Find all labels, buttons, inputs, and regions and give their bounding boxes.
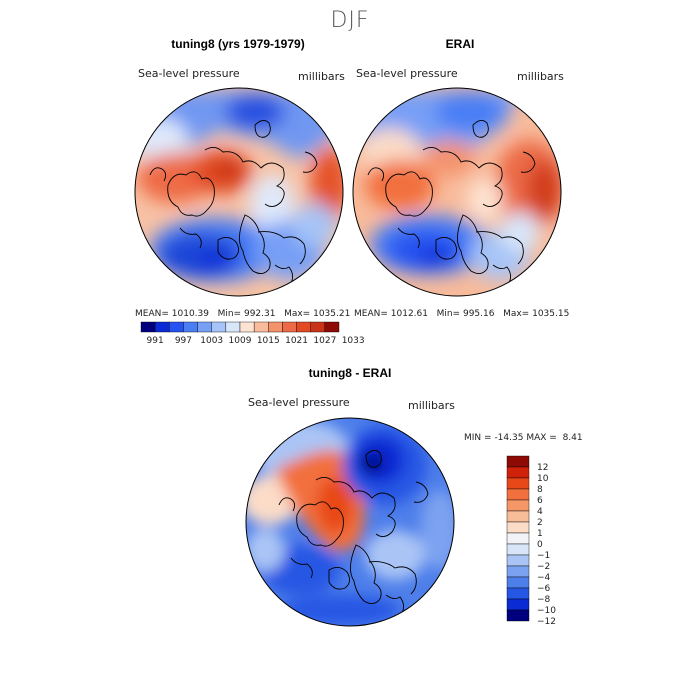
variable-label-erai: Sea-level pressure [356,67,458,80]
colorbar-tick-label: 2 [537,518,543,528]
colorbar-tick-label: 1033 [342,336,365,346]
units-label-model: millibars [298,70,345,83]
colorbar-swatch [506,510,530,523]
colorbar-tick-label: 991 [147,336,164,346]
figure-title: DJF [330,8,370,33]
colorbar-tick-label: −1 [537,551,550,561]
colorbar-tick-label: 8 [537,485,543,495]
panel-title-diff: tuning8 - ERAI [308,366,392,380]
colorbar-swatch [506,455,530,468]
variable-label-model: Sea-level pressure [138,67,240,80]
colorbar-swatch [211,321,227,333]
colorbar-swatch [197,321,212,333]
colorbar-swatch [506,565,530,578]
min-label: MIN = [464,433,492,443]
min-value: 992.31 [243,309,276,319]
colorbar-swatch [239,321,255,333]
colorbar-swatch [296,321,311,333]
max-label: Max= [503,309,530,319]
max-value: 1035.15 [532,309,570,319]
mean-value: 1010.39 [171,309,209,319]
map-erai [352,87,562,297]
colorbar-swatch [169,321,184,333]
colorbar-swatch [506,543,530,556]
panel-title-model: tuning8 (yrs 1979-1979) [171,37,305,51]
max-value: 8.41 [562,433,583,443]
min-value: 995.16 [462,309,495,319]
min-label: Min= [217,309,242,319]
colorbar-tick-label: 6 [537,496,543,506]
colorbar-swatch [225,321,241,333]
colorbar-swatch [310,321,326,333]
colorbar-swatch [324,321,340,333]
colorbar-tick-label: 1 [537,529,543,539]
max-label: MAX = [526,433,557,443]
colorbar-swatch [506,587,530,600]
units-label-erai: millibars [517,70,564,83]
colorbar-tick-label: 1027 [313,336,336,346]
diff-colorbar [506,455,530,622]
colorbar-tick-label: 4 [537,507,543,517]
stats-diff: MIN = -14.35 MAX = 8.41 [464,433,583,443]
colorbar-tick-label: −12 [537,617,556,627]
colorbar-swatch [506,576,530,589]
colorbar-swatch [506,499,530,512]
colorbar-tick-label: 1003 [200,336,223,346]
colorbar-tick-label: 1021 [285,336,308,346]
colorbar-swatch [506,488,530,501]
colorbar-swatch [506,609,530,622]
mean-label: MEAN= [135,309,169,319]
colorbar-swatch [253,321,269,333]
colorbar-swatch [506,598,530,611]
max-value: 1035.21 [313,309,351,319]
colorbar-tick-label: −8 [537,595,551,605]
units-label-diff: millibars [408,399,455,412]
colorbar-tick-label: 1009 [229,336,252,346]
stats-model: MEAN= 1010.39 Min= 992.31 Max= 1035.21 [135,309,350,319]
variable-label-diff: Sea-level pressure [248,396,350,409]
shared-colorbar-tick-labels: 991 997 1003 1009 1015 1021 1027 1033 [147,336,365,346]
colorbar-swatch [506,554,530,567]
colorbar-tick-label: −4 [537,573,551,583]
min-value: -14.35 [494,433,524,443]
min-label: Min= [436,309,461,319]
panel-title-erai: ERAI [445,37,475,51]
colorbar-swatch [282,321,297,333]
colorbar-swatch [268,321,283,333]
map-model [134,87,344,297]
stats-erai: MEAN= 1012.61 Min= 995.16 Max= 1035.15 [354,309,569,319]
colorbar-swatch [506,521,530,534]
colorbar-tick-label: 0 [537,540,543,550]
colorbar-swatch [183,321,198,333]
colorbar-tick-label: 12 [537,463,548,473]
colorbar-tick-label: 1015 [257,336,280,346]
colorbar-swatch [140,321,156,333]
max-label: Max= [284,309,311,319]
colorbar-tick-label: −10 [537,606,556,616]
colorbar-tick-label: 10 [537,474,549,484]
map-diff [245,417,455,627]
mean-label: MEAN= [354,309,388,319]
colorbar-swatch [506,532,530,545]
colorbar-swatch [506,466,530,479]
colorbar-swatch [506,477,530,490]
shared-colorbar [140,321,340,333]
colorbar-swatch [154,321,170,333]
colorbar-tick-label: −6 [537,584,551,594]
mean-value: 1012.61 [390,309,428,319]
colorbar-tick-label: −2 [537,562,550,572]
colorbar-tick-label: 997 [175,336,192,346]
